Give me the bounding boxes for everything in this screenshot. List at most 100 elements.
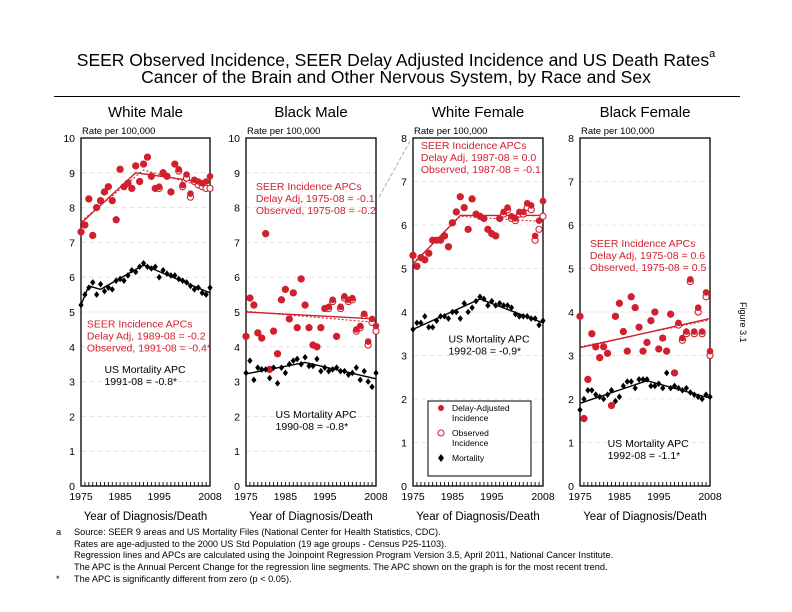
delay-adjusted-incidence-point bbox=[456, 193, 464, 201]
y-tick-label: 5 bbox=[69, 307, 75, 319]
mortality-point bbox=[318, 367, 324, 375]
x-tick-label: 1975 bbox=[568, 491, 592, 503]
mortality-point bbox=[341, 367, 348, 375]
footnote-line: * The APC is significantly different from… bbox=[56, 573, 613, 586]
delay-adjusted-incidence-point bbox=[297, 275, 305, 283]
mortality-point bbox=[608, 387, 615, 394]
mortality-point bbox=[144, 263, 151, 271]
mortality-apc-note: 1992-08 = -0.9* bbox=[448, 345, 521, 357]
mortality-point bbox=[457, 315, 463, 322]
delay-adjusted-incidence-point bbox=[464, 226, 472, 233]
delay-adjusted-incidence-point bbox=[655, 345, 663, 353]
incidence-apc-note: Delay Adj, 1975-08 = -0.1 bbox=[256, 193, 375, 205]
delay-adjusted-incidence-point bbox=[132, 162, 140, 170]
mortality-point bbox=[437, 313, 444, 320]
mortality-point bbox=[497, 300, 503, 307]
delay-adjusted-incidence-point bbox=[539, 197, 547, 205]
axis-break-connector bbox=[377, 140, 411, 200]
y-tick-label: 5 bbox=[568, 264, 574, 276]
y-tick-label: 1 bbox=[568, 438, 574, 450]
x-axis-label: Year of Diagnosis/Death bbox=[84, 511, 208, 523]
delay-adjusted-incidence-point bbox=[128, 185, 136, 192]
delay-adjusted-incidence-point bbox=[301, 301, 309, 309]
mortality-point bbox=[207, 284, 213, 291]
delay-adjusted-incidence-point bbox=[687, 276, 694, 283]
mortality-point bbox=[465, 308, 471, 316]
mortality-point bbox=[152, 263, 158, 271]
x-axis-label: Year of Diagnosis/Death bbox=[249, 511, 373, 523]
delay-adjusted-incidence-point bbox=[116, 166, 124, 173]
y-tick-label: 1 bbox=[69, 446, 75, 458]
mortality-point bbox=[125, 272, 131, 279]
chart-title-line1: SEER Observed Incidence, SEER Delay Adju… bbox=[0, 46, 792, 71]
mortality-point bbox=[540, 317, 546, 324]
mortality-point bbox=[632, 384, 638, 392]
figure-label: Figure 3.1 bbox=[738, 302, 748, 343]
footnote-text: The APC is the Annual Percent Change for… bbox=[74, 562, 608, 573]
delay-adjusted-incidence-point bbox=[588, 330, 596, 338]
delay-adjusted-incidence-point bbox=[679, 334, 686, 342]
y-tick-label: 6 bbox=[568, 220, 574, 232]
mortality-point bbox=[512, 310, 519, 318]
mortality-point bbox=[687, 389, 693, 396]
y-tick-label: 0 bbox=[234, 481, 240, 493]
mortality-point bbox=[691, 391, 697, 398]
y-tick-label: 3 bbox=[401, 351, 407, 363]
delay-adjusted-incidence-point bbox=[329, 296, 336, 304]
mortality-point bbox=[644, 376, 650, 383]
mortality-point bbox=[528, 315, 534, 322]
mortality-point bbox=[183, 279, 190, 286]
mortality-point bbox=[664, 369, 670, 377]
delay-adjusted-incidence-point bbox=[635, 323, 643, 331]
y-axis-label: Rate per 100,000 bbox=[581, 126, 654, 137]
delay-adjusted-incidence-point bbox=[608, 402, 615, 409]
mortality-point bbox=[282, 369, 289, 377]
mortality-point bbox=[620, 382, 626, 390]
panel-title: White Male bbox=[108, 104, 183, 121]
legend-box bbox=[427, 400, 532, 477]
delay-adjusted-incidence-point bbox=[124, 179, 132, 187]
delay-adjusted-incidence-point bbox=[278, 296, 285, 304]
delay-adjusted-incidence-point bbox=[144, 153, 151, 161]
y-tick-label: 3 bbox=[69, 377, 75, 389]
x-tick-label: 1995 bbox=[480, 491, 504, 503]
mortality-point bbox=[581, 395, 587, 403]
y-tick-label: 1 bbox=[401, 438, 407, 450]
y-tick-label: 6 bbox=[69, 272, 75, 284]
mortality-point bbox=[78, 301, 84, 309]
delay-adjusted-incidence-point bbox=[663, 347, 670, 355]
mortality-point bbox=[90, 279, 96, 286]
plot-frame bbox=[80, 137, 211, 487]
x-tick-label: 1975 bbox=[234, 491, 258, 503]
mortality-point bbox=[148, 265, 155, 272]
mortality-point bbox=[536, 321, 542, 329]
x-tick-label: 1985 bbox=[108, 491, 132, 503]
chart-title-text: SEER Observed Incidence, SEER Delay Adju… bbox=[76, 49, 710, 70]
y-axis-label: Rate per 100,000 bbox=[414, 126, 487, 137]
mortality-point bbox=[195, 284, 201, 291]
delay-adjusted-incidence-point bbox=[460, 204, 468, 211]
delay-adjusted-incidence-point bbox=[659, 334, 667, 342]
delay-adjusted-incidence-point bbox=[360, 310, 368, 318]
delay-adjusted-incidence-point bbox=[409, 252, 417, 259]
footnote-mark: * bbox=[56, 573, 60, 584]
trend-line bbox=[579, 317, 711, 349]
panel-title: White Female bbox=[432, 104, 525, 121]
mortality-apc-note: US Mortality APC bbox=[104, 364, 186, 376]
mortality-point bbox=[176, 275, 182, 283]
mortality-point bbox=[500, 302, 507, 309]
x-tick-label: 1995 bbox=[148, 491, 172, 503]
delay-adjusted-incidence-point bbox=[596, 354, 603, 361]
delay-adjusted-incidence-point bbox=[179, 181, 186, 189]
mortality-point bbox=[199, 289, 205, 297]
mortality-apc-note: US Mortality APC bbox=[608, 438, 690, 450]
plot-frame bbox=[412, 137, 544, 487]
delay-adjusted-incidence-point bbox=[468, 195, 476, 203]
y-tick-label: 7 bbox=[568, 177, 574, 189]
y-tick-label: 2 bbox=[568, 394, 574, 406]
mortality-apc-note: US Mortality APC bbox=[448, 333, 530, 345]
panel-black-female: Black Female Rate per 100,000 0 1 2 3 4 5 6 7 8 197… bbox=[568, 104, 722, 523]
delay-adjusted-incidence-point bbox=[600, 343, 607, 351]
delay-adjusted-incidence-point bbox=[81, 221, 89, 229]
panel-white-male: White Male Rate per 100,000 0 1 2 3 4 5 6 7 8 9 10 19… bbox=[63, 104, 222, 523]
